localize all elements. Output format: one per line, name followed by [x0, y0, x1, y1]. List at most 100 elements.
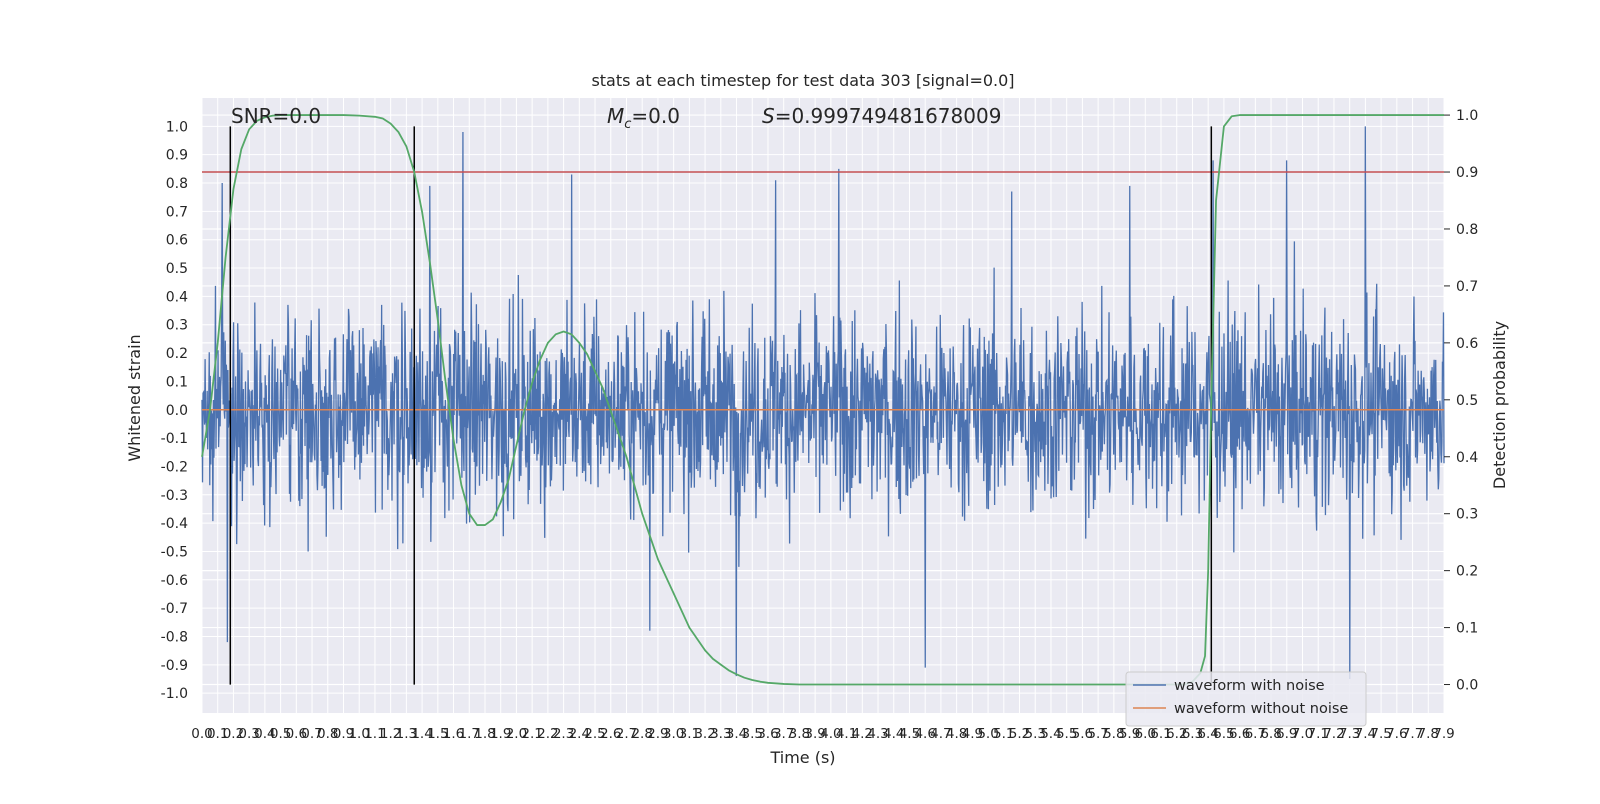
x-tick-label: 3.2 [694, 726, 715, 742]
right-tick-label: 1.0 [1456, 108, 1478, 124]
x-tick-label: 3.5 [742, 726, 763, 742]
x-tick-label: 0.8 [317, 726, 338, 742]
x-tick-label: 0.3 [238, 726, 259, 742]
x-tick-label: 4.4 [883, 726, 904, 742]
x-tick-label: 5.9 [1119, 726, 1140, 742]
x-tick-label: 6.7 [1245, 726, 1266, 742]
x-tick-label: 4.0 [820, 726, 841, 742]
x-tick-label: 3.7 [773, 726, 794, 742]
x-tick-label: 3.1 [679, 726, 700, 742]
x-tick-label: 3.4 [726, 726, 747, 742]
y-tick-label: -0.4 [161, 516, 188, 532]
x-tick-label: 6.5 [1213, 726, 1234, 742]
x-tick-label: 2.4 [569, 726, 590, 742]
x-tick-label: 4.1 [836, 726, 857, 742]
x-tick-label: 7.0 [1292, 726, 1313, 742]
x-tick-label: 4.9 [962, 726, 983, 742]
x-tick-label: 5.4 [1040, 726, 1061, 742]
x-tick-label: 6.8 [1260, 726, 1281, 742]
x-tick-label: 2.7 [616, 726, 637, 742]
x-tick-label: 1.2 [380, 726, 401, 742]
x-tick-label: 0.1 [207, 726, 228, 742]
right-axis-label: Detection probability [1490, 321, 1509, 489]
score-value: =0.999749481678009 [775, 104, 1002, 128]
x-tick-label: 1.8 [474, 726, 495, 742]
x-tick-label: 4.5 [899, 726, 920, 742]
y-tick-label: -0.6 [161, 573, 188, 589]
y-tick-label: 0.6 [166, 233, 188, 249]
x-tick-label: 3.0 [663, 726, 684, 742]
x-tick-label: 2.8 [631, 726, 652, 742]
x-tick-label: 7.1 [1307, 726, 1328, 742]
right-tick-label: 0.5 [1456, 393, 1478, 409]
y-tick-label: 0.4 [166, 289, 188, 305]
right-tick-label: 0.3 [1456, 507, 1478, 523]
x-tick-label: 1.6 [443, 726, 464, 742]
x-tick-label: 2.5 [584, 726, 605, 742]
x-tick-label: 6.4 [1197, 726, 1218, 742]
x-tick-label: 2.6 [600, 726, 621, 742]
right-tick-label: 0.6 [1456, 336, 1478, 352]
y-axis-label: Whitened strain [125, 334, 144, 461]
x-tick-label: 7.6 [1386, 726, 1407, 742]
x-tick-label: 2.0 [506, 726, 527, 742]
y-tick-label: -0.3 [161, 488, 188, 504]
x-tick-label: 0.4 [254, 726, 275, 742]
x-tick-label: 4.6 [914, 726, 935, 742]
x-axis-label: Time (s) [769, 748, 835, 767]
legend-label-noisy: waveform with noise [1174, 678, 1325, 694]
x-tick-label: 6.6 [1229, 726, 1250, 742]
x-tick-label: 1.7 [459, 726, 480, 742]
y-tick-label: -0.5 [161, 544, 188, 560]
y-tick-label: -0.2 [161, 459, 188, 475]
x-tick-label: 1.1 [364, 726, 385, 742]
x-tick-label: 6.9 [1276, 726, 1297, 742]
right-tick-label: 0.0 [1456, 678, 1478, 694]
x-tick-label: 3.6 [757, 726, 778, 742]
x-tick-label: 1.4 [411, 726, 432, 742]
x-tick-label: 5.0 [977, 726, 998, 742]
x-tick-label: 5.8 [1103, 726, 1124, 742]
x-tick-label: 5.5 [1056, 726, 1077, 742]
y-tick-label: 0.3 [166, 318, 188, 334]
x-tick-label: 4.2 [852, 726, 873, 742]
series-waveform-with-noise [201, 126, 1445, 679]
x-tick-label: 0.0 [191, 726, 212, 742]
y-tick-label: -0.7 [161, 601, 188, 617]
legend-label-clean: waveform without noise [1174, 701, 1348, 717]
legend-box [1125, 671, 1367, 727]
x-tick-label: 0.6 [286, 726, 307, 742]
score-symbol: S [762, 104, 775, 128]
x-tick-label: 7.8 [1418, 726, 1439, 742]
y-tick-label: 0.8 [166, 176, 188, 192]
x-tick-label: 3.8 [789, 726, 810, 742]
y-tick-label: -0.1 [161, 431, 188, 447]
x-tick-label: 7.2 [1323, 726, 1344, 742]
chirp-mass-annotation: Mc=0.0 [607, 104, 680, 132]
chirp-mass-value: =0.0 [631, 104, 680, 128]
right-tick-label: 0.4 [1456, 450, 1478, 466]
right-tick-label: 0.9 [1456, 165, 1478, 181]
x-tick-label: 4.8 [946, 726, 967, 742]
x-tick-label: 6.2 [1166, 726, 1187, 742]
chirp-mass-subscript: c [624, 117, 631, 132]
x-tick-label: 2.1 [521, 726, 542, 742]
x-tick-label: 0.5 [270, 726, 291, 742]
right-tick-label: 0.2 [1456, 564, 1478, 580]
x-tick-label: 6.0 [1135, 726, 1156, 742]
x-tick-label: 7.9 [1433, 726, 1454, 742]
x-tick-label: 3.9 [804, 726, 825, 742]
legend: waveform with noise waveform without noi… [1125, 671, 1367, 727]
x-tick-label: 0.9 [333, 726, 354, 742]
x-tick-label: 7.4 [1355, 726, 1376, 742]
x-tick-label: 7.3 [1339, 726, 1360, 742]
x-tick-label: 5.1 [993, 726, 1014, 742]
right-tick-label: 0.8 [1456, 222, 1478, 238]
y-tick-label: 0.5 [166, 261, 188, 277]
x-tick-label: 6.3 [1182, 726, 1203, 742]
y-tick-label: 0.2 [166, 346, 188, 362]
chirp-mass-symbol: M [607, 104, 624, 128]
x-tick-label: 1.0 [348, 726, 369, 742]
x-tick-label: 2.2 [537, 726, 558, 742]
